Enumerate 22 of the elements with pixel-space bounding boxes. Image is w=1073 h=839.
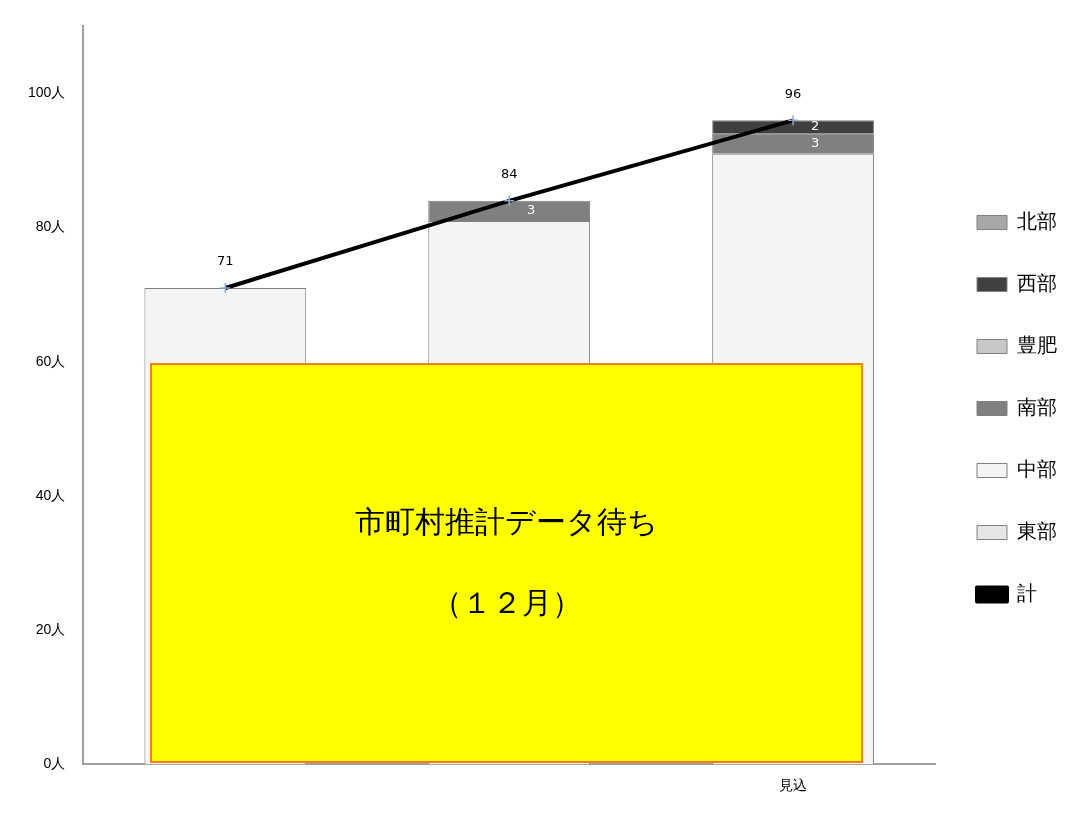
y-tick-label: 0人 <box>43 755 66 772</box>
data-label: 84 <box>500 166 518 182</box>
data-label: 2 <box>810 118 820 134</box>
data-label: 3 <box>527 202 536 218</box>
legend-label: 豊肥 <box>1017 332 1057 357</box>
legend-label: 西部 <box>1017 270 1057 295</box>
x-tick-label: 見込 <box>779 777 808 794</box>
legend-label: 北部 <box>1017 208 1057 233</box>
y-tick-label: 80人 <box>35 218 66 235</box>
y-tick-label: 20人 <box>35 620 66 637</box>
data-label: 96 <box>784 85 802 101</box>
data-label: 3 <box>810 135 820 151</box>
y-tick-label: 100人 <box>28 84 66 101</box>
legend-label: 東部 <box>1017 518 1057 543</box>
y-tick-label: 40人 <box>35 486 66 503</box>
legend-label: 中部 <box>1017 456 1057 481</box>
legend-label: 計 <box>1017 580 1037 605</box>
y-tick-label: 60人 <box>35 352 66 369</box>
annotation: 市町村推計データ待ち <box>355 503 658 541</box>
annotation: （１２月） <box>431 584 582 622</box>
legend-label: 南部 <box>1017 394 1057 419</box>
data-label: 71 <box>217 253 234 269</box>
